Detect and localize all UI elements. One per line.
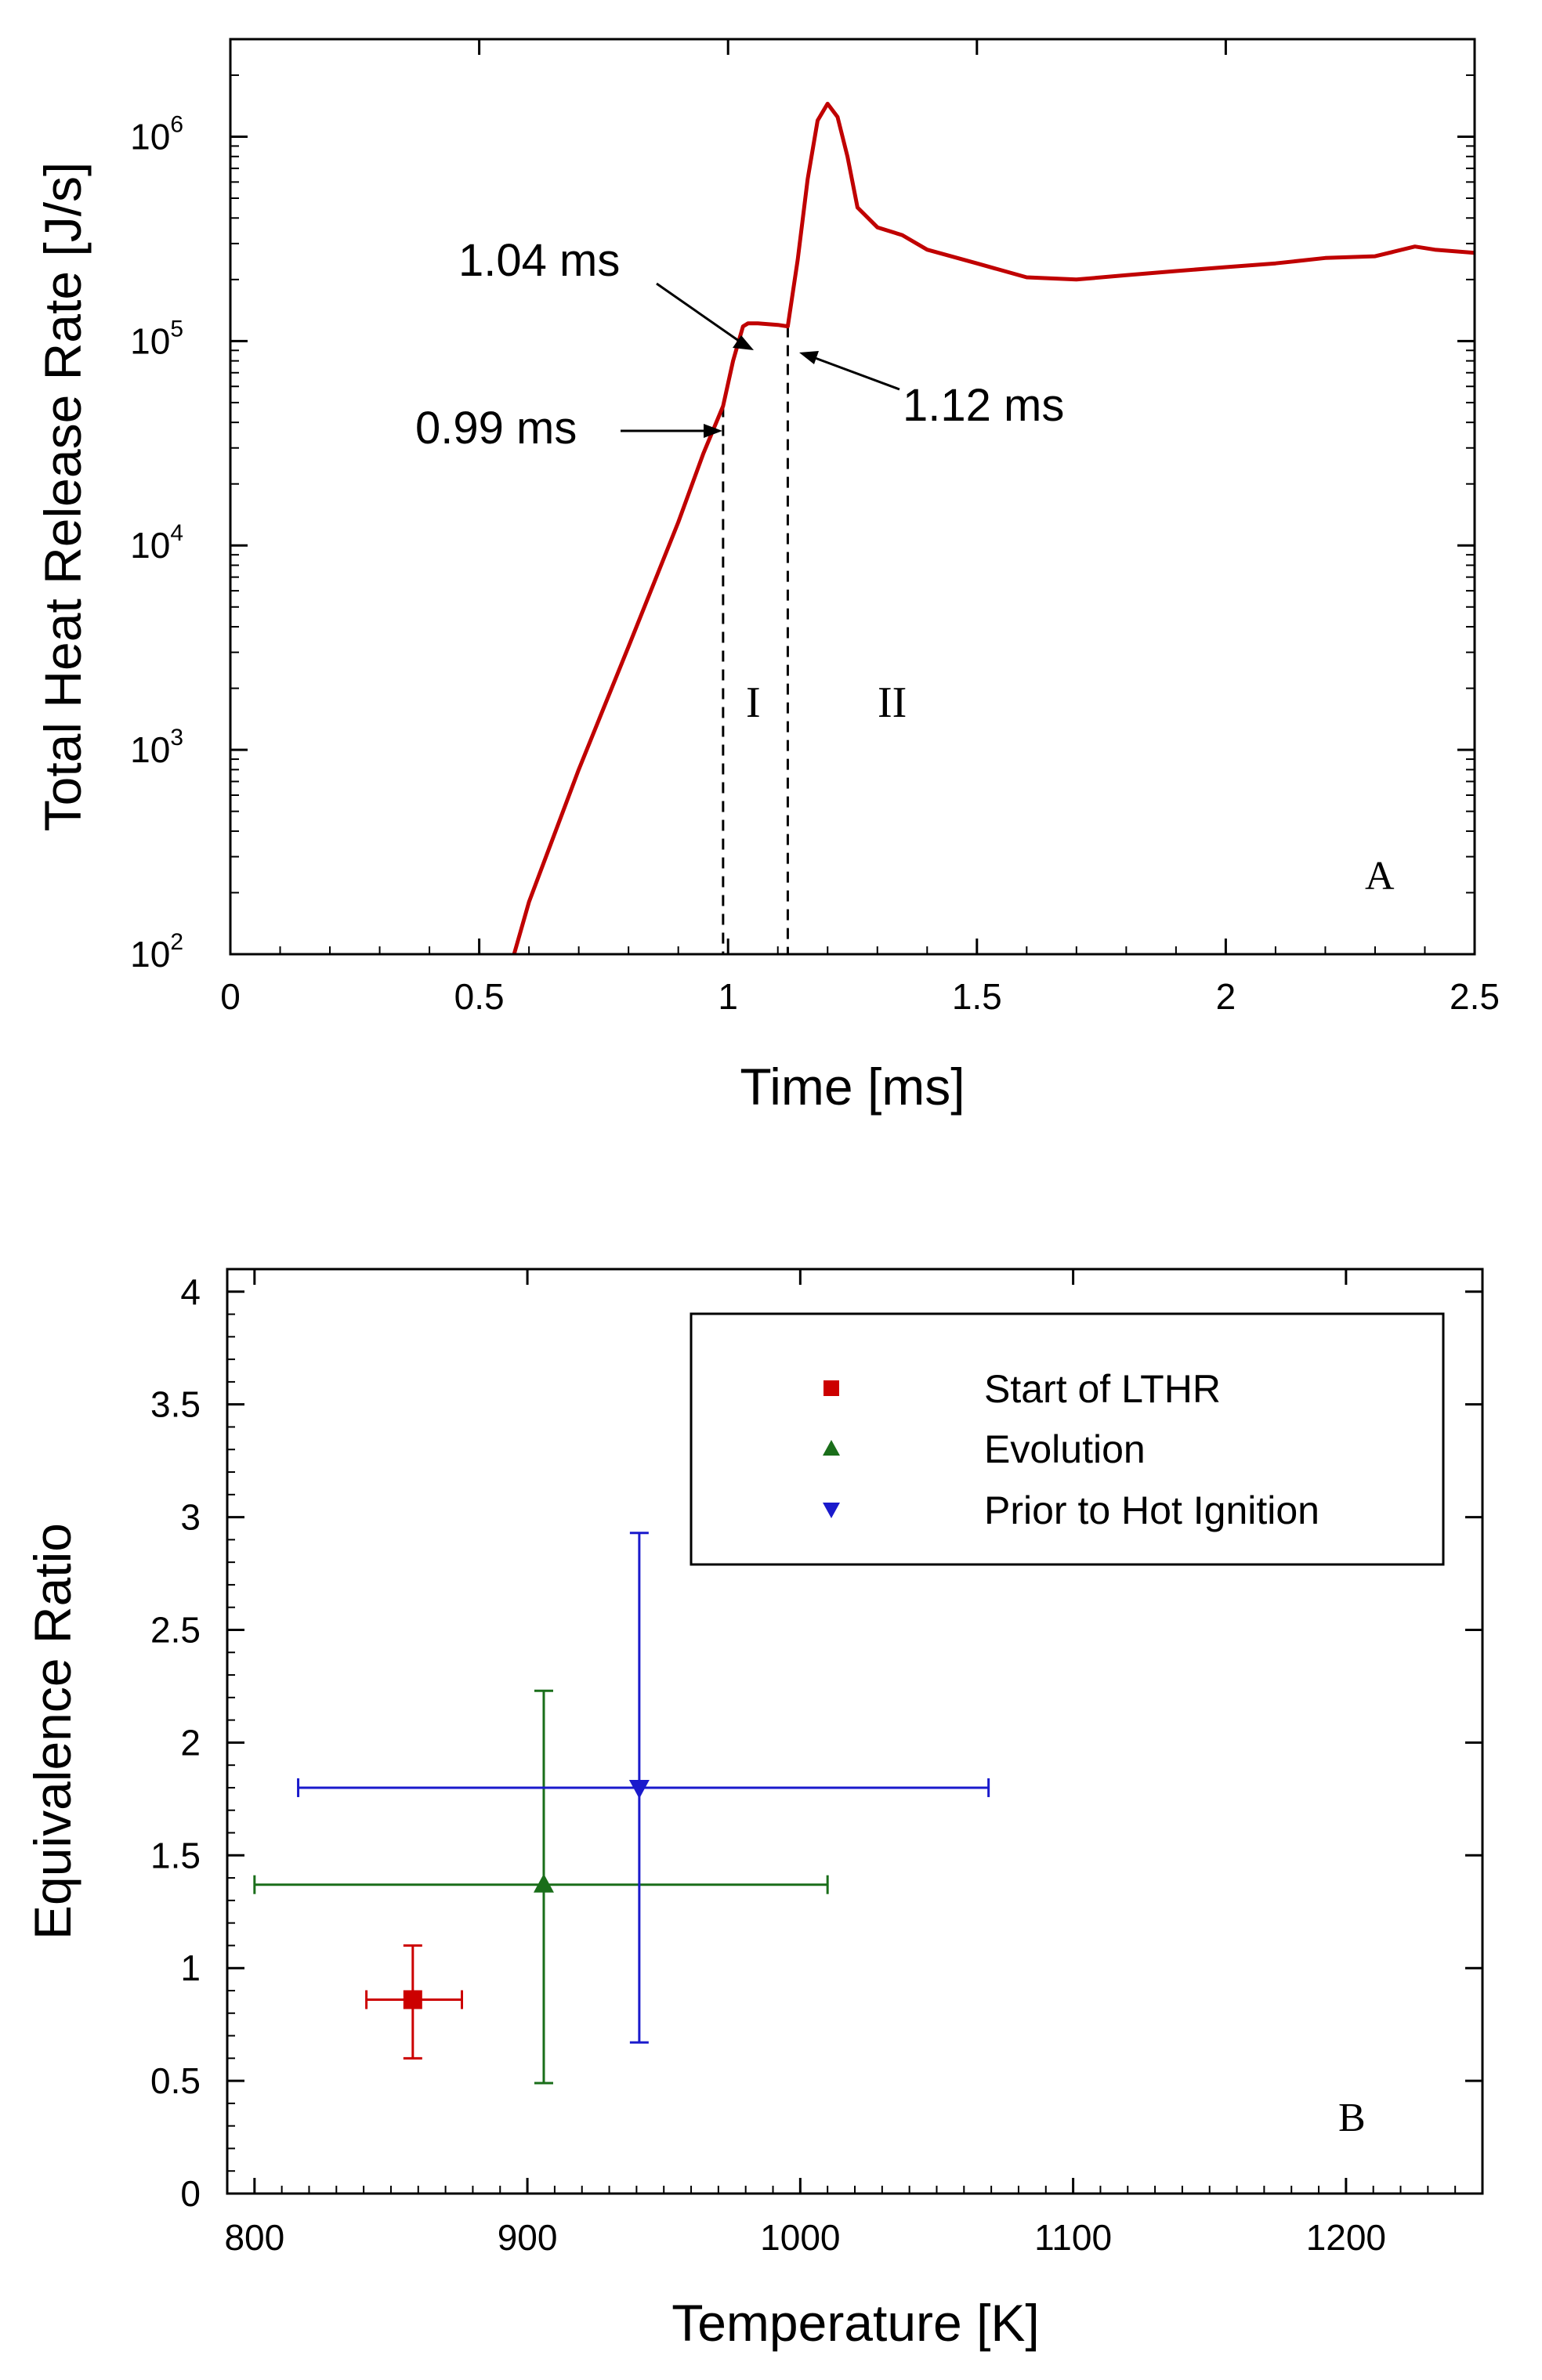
panel-b-y-tick-label: 1.5 xyxy=(150,1835,201,1875)
panel-a-y-tick-label: 102 xyxy=(130,929,183,975)
panel-a-x-tick-label: 1 xyxy=(718,976,738,1017)
panel-a-arrowhead-0-99 xyxy=(704,424,722,438)
panel-a-arrowhead-1-12 xyxy=(799,351,819,364)
panel-b-y-tick-label: 0.5 xyxy=(150,2060,201,2101)
panel-a-x-tick-label: 1.5 xyxy=(952,976,1002,1017)
panel-b-ticks xyxy=(227,1269,1482,2195)
panel-b-y-tick-label: 1 xyxy=(180,1948,201,1988)
panel-a-y-tick-labels: 102 103 104 105 106 xyxy=(130,111,183,975)
panel-a-arrow-1-04 xyxy=(656,282,745,346)
panel-b-y-tick-label: 0 xyxy=(180,2173,201,2214)
data-point-start-of-lthr xyxy=(365,1944,464,2060)
panel-b-x-axis-title: Temperature [K] xyxy=(671,2294,1040,2352)
panel-b-x-tick-label: 900 xyxy=(498,2217,558,2258)
panel-a-arrowhead-1-04 xyxy=(733,335,754,350)
panel-a-x-tick-label: 2.5 xyxy=(1450,976,1500,1017)
panel-b-equivalence-chart: 800 900 1000 1100 1200 0 0.5 1 1.5 2 2.5 3 3.5 4 Sta… xyxy=(24,1268,1484,2352)
panel-a-plot-frame xyxy=(229,38,1476,956)
panel-a-y-tick-label: 104 xyxy=(130,520,183,566)
panel-a-x-tick-label: 2 xyxy=(1216,976,1236,1017)
marker-triangle-down xyxy=(628,1779,650,1799)
panel-a-y-tick-label: 106 xyxy=(130,111,183,157)
legend-label-start-of-lthr: Start of LTHR xyxy=(984,1367,1221,1411)
panel-a-x-tick-label: 0 xyxy=(220,976,241,1017)
legend-label-prior-to-hot-ignition: Prior to Hot Ignition xyxy=(984,1488,1319,1532)
marker-square xyxy=(403,1990,422,2009)
panel-a-annotation-1-04: 1.04 ms xyxy=(458,235,620,286)
panel-a-arrow-1-12 xyxy=(810,355,900,391)
legend-marker-evolution xyxy=(823,1440,840,1456)
panel-a-annotation-1-12: 1.12 ms xyxy=(903,380,1064,431)
panel-a-heat-release-line xyxy=(512,101,1475,955)
panel-b-y-tick-labels: 0 0.5 1 1.5 2 2.5 3 3.5 4 xyxy=(150,1271,201,2214)
panel-b-y-tick-label: 2 xyxy=(180,1722,201,1763)
marker-triangle-up xyxy=(533,1873,554,1893)
legend-marker-start-of-lthr xyxy=(823,1380,839,1396)
panel-a-letter: A xyxy=(1365,854,1395,899)
panel-a-heat-release-chart: 0 0.5 1 1.5 2 2.5 102 103 104 105 106 1.04 ms 0.9… xyxy=(34,38,1500,1116)
data-point-prior-to-hot-ignition xyxy=(297,1532,990,2044)
panel-b-x-tick-label: 1100 xyxy=(1034,2217,1112,2258)
panel-a-region-ii: II xyxy=(878,678,907,727)
legend-marker-prior-to-hot-ignition xyxy=(823,1503,840,1518)
panel-b-x-tick-label: 800 xyxy=(224,2217,284,2258)
data-point-evolution xyxy=(253,1689,829,2085)
legend-label-evolution: Evolution xyxy=(984,1427,1146,1471)
panel-b-y-axis-title: Equivalence Ratio xyxy=(24,1523,81,1940)
panel-a-x-tick-label: 0.5 xyxy=(454,976,505,1017)
panel-a-annotation-0-99: 0.99 ms xyxy=(415,403,577,454)
panel-a-y-tick-label: 103 xyxy=(130,725,183,770)
panel-b-data-points xyxy=(253,1532,990,2085)
panel-b-x-tick-label: 1200 xyxy=(1306,2217,1386,2258)
panel-b-y-tick-label: 3.5 xyxy=(150,1384,201,1425)
panel-b-legend-frame xyxy=(690,1312,1445,1566)
panel-b-letter: B xyxy=(1338,2096,1366,2140)
panel-a-region-i: I xyxy=(746,678,761,727)
panel-b-plot-frame xyxy=(226,1268,1484,2195)
panel-a-y-axis-title: Total Heat Release Rate [J/s] xyxy=(34,162,92,832)
panel-b-y-tick-label: 3 xyxy=(180,1497,201,1538)
panel-a-x-tick-labels: 0 0.5 1 1.5 2 2.5 xyxy=(220,976,1500,1017)
panel-b-x-tick-label: 1000 xyxy=(760,2217,840,2258)
panel-b-legend: Start of LTHR Evolution Prior to Hot Ign… xyxy=(690,1312,1445,1566)
panel-b-y-tick-label: 4 xyxy=(180,1271,201,1312)
panel-a-y-tick-label: 105 xyxy=(130,316,183,361)
panel-b-x-tick-labels: 800 900 1000 1100 1200 xyxy=(224,2217,1386,2258)
panel-b-y-tick-label: 2.5 xyxy=(150,1609,201,1650)
panel-a-x-axis-title: Time [ms] xyxy=(740,1058,965,1116)
